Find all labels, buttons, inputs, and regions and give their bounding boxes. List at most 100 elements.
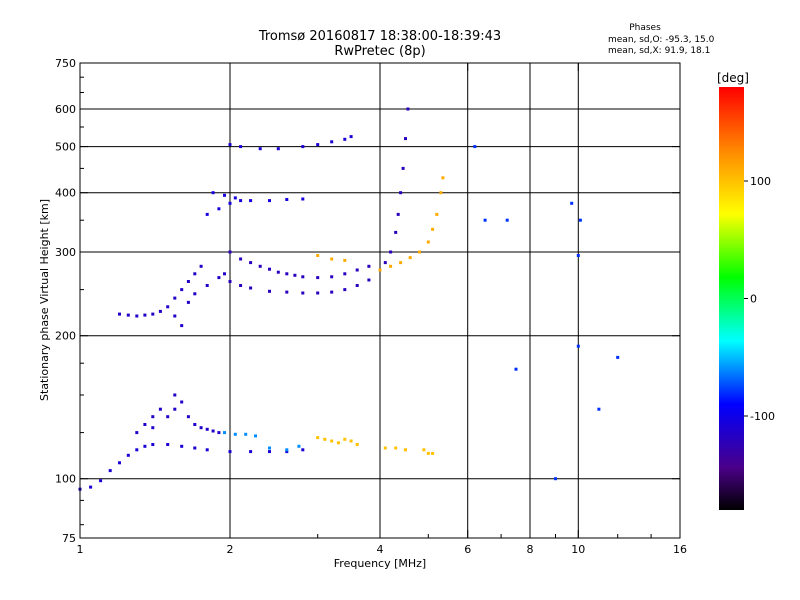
- colorbar-tick-label: 0: [750, 293, 757, 306]
- data-point: [118, 313, 121, 316]
- data-point: [397, 213, 400, 216]
- data-point: [239, 258, 242, 261]
- data-point: [239, 284, 242, 287]
- data-point: [427, 241, 430, 244]
- data-point: [337, 441, 340, 444]
- data-point: [173, 394, 176, 397]
- data-point: [173, 315, 176, 318]
- data-point: [159, 310, 162, 313]
- data-point: [234, 196, 237, 199]
- data-point: [143, 445, 146, 448]
- data-point: [356, 269, 359, 272]
- data-point: [404, 448, 407, 451]
- data-point: [249, 261, 252, 264]
- data-point: [473, 145, 476, 148]
- data-point: [206, 428, 209, 431]
- data-point: [206, 284, 209, 287]
- data-point: [570, 202, 573, 205]
- data-point: [229, 280, 232, 283]
- title-block: Tromsø 20160817 18:38:00-18:39:43 RwPret…: [258, 29, 501, 59]
- data-point: [180, 445, 183, 448]
- data-point: [212, 191, 215, 194]
- data-point: [404, 137, 407, 140]
- colorbar-tick-label: -100: [750, 410, 775, 423]
- data-point: [330, 291, 333, 294]
- data-point: [350, 135, 353, 138]
- data-point: [259, 147, 262, 150]
- data-point: [223, 272, 226, 275]
- data-point: [249, 450, 252, 453]
- data-point: [135, 448, 138, 451]
- data-point: [180, 324, 183, 327]
- stats-title: Phases: [629, 23, 661, 33]
- stats-line-o: mean, sd,O: -95.3, 15.0: [608, 35, 715, 45]
- data-point: [193, 272, 196, 275]
- data-point: [239, 199, 242, 202]
- y-tick-label: 400: [55, 187, 76, 200]
- data-point: [268, 290, 271, 293]
- data-point: [249, 287, 252, 290]
- data-point: [239, 145, 242, 148]
- x-tick-label: 16: [673, 543, 687, 556]
- data-point: [399, 191, 402, 194]
- x-tick-label: 10: [571, 543, 585, 556]
- data-point: [166, 415, 169, 418]
- data-point: [166, 305, 169, 308]
- data-point: [229, 450, 232, 453]
- data-point: [200, 426, 203, 429]
- data-point: [343, 259, 346, 262]
- data-point: [244, 433, 247, 436]
- data-point: [151, 313, 154, 316]
- data-point: [259, 265, 262, 268]
- y-axis-label: Stationary phase Virtual Height [km]: [38, 199, 51, 401]
- data-point: [187, 280, 190, 283]
- x-tick-label: 4: [377, 543, 384, 556]
- data-point: [285, 272, 288, 275]
- chart-title: Tromsø 20160817 18:38:00-18:39:43: [258, 29, 501, 44]
- data-point: [301, 198, 304, 201]
- phase-stats: Phases mean, sd,O: -95.3, 15.0 mean, sd,…: [608, 23, 715, 56]
- data-point: [249, 199, 252, 202]
- data-point: [316, 143, 319, 146]
- data-point: [350, 440, 353, 443]
- data-point: [301, 292, 304, 295]
- data-point: [406, 108, 409, 111]
- data-point: [229, 202, 232, 205]
- data-point: [435, 213, 438, 216]
- data-point: [217, 276, 220, 279]
- data-point: [217, 207, 220, 210]
- data-point: [389, 265, 392, 268]
- data-point: [293, 274, 296, 277]
- data-point: [441, 176, 444, 179]
- data-point: [427, 452, 430, 455]
- colorbar-label: [deg]: [717, 71, 749, 85]
- y-tick-label: 500: [55, 141, 76, 154]
- y-tick-label: 300: [55, 246, 76, 259]
- ticks-layer: 1 2 4 6 8 10 1675100200300400500600750: [55, 57, 687, 556]
- phase-colorbar: [deg] -100 0 100: [717, 71, 775, 510]
- data-point: [343, 138, 346, 141]
- data-point: [384, 261, 387, 264]
- data-point: [384, 447, 387, 450]
- x-tick-label: 2: [227, 543, 234, 556]
- data-point: [439, 191, 442, 194]
- data-point: [277, 271, 280, 274]
- y-tick-label: 600: [55, 103, 76, 116]
- data-point: [206, 213, 209, 216]
- data-point: [173, 297, 176, 300]
- data-point: [268, 450, 271, 453]
- data-point: [316, 254, 319, 257]
- data-point: [616, 356, 619, 359]
- data-point: [431, 452, 434, 455]
- data-point: [127, 454, 130, 457]
- x-axis-label: Frequency [MHz]: [334, 557, 426, 570]
- data-point: [506, 219, 509, 222]
- data-point: [389, 251, 392, 254]
- data-point: [285, 291, 288, 294]
- data-point: [316, 436, 319, 439]
- data-point: [343, 272, 346, 275]
- data-point: [356, 284, 359, 287]
- data-point: [109, 469, 112, 472]
- data-point: [151, 415, 154, 418]
- data-point: [418, 251, 421, 254]
